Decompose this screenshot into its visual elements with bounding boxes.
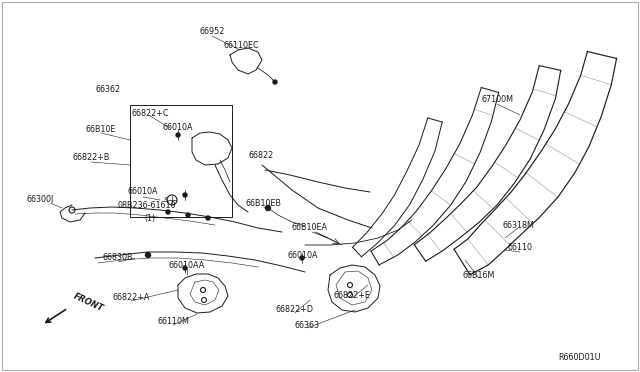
Text: 66B10EA: 66B10EA xyxy=(292,224,328,232)
Text: 66318M: 66318M xyxy=(502,221,534,230)
Text: 66822+A: 66822+A xyxy=(112,294,150,302)
Circle shape xyxy=(273,80,277,84)
Circle shape xyxy=(183,193,187,197)
Text: 66010AA: 66010AA xyxy=(169,260,205,269)
Text: R660D01U: R660D01U xyxy=(559,353,602,362)
Text: 66822+D: 66822+D xyxy=(276,305,314,314)
Text: 66822+C: 66822+C xyxy=(131,109,169,118)
Text: 66110: 66110 xyxy=(508,244,532,253)
Text: FRONT: FRONT xyxy=(72,292,105,314)
Circle shape xyxy=(186,213,190,217)
Bar xyxy=(130,105,232,217)
Text: 66363: 66363 xyxy=(294,321,319,330)
Text: 66830B: 66830B xyxy=(103,253,133,263)
Circle shape xyxy=(266,205,271,211)
Text: 08B236-61610: 08B236-61610 xyxy=(118,201,176,209)
Circle shape xyxy=(145,253,150,257)
Text: 66362: 66362 xyxy=(95,86,120,94)
Text: 66822+B: 66822+B xyxy=(72,154,109,163)
Text: 66010A: 66010A xyxy=(288,250,318,260)
Text: 66B10EB: 66B10EB xyxy=(246,199,282,208)
Text: 67100M: 67100M xyxy=(481,96,513,105)
Text: 66010A: 66010A xyxy=(128,187,158,196)
Text: 66952: 66952 xyxy=(199,28,225,36)
Text: 66822: 66822 xyxy=(248,151,274,160)
Text: 66B10E: 66B10E xyxy=(86,125,116,135)
Text: 66110M: 66110M xyxy=(157,317,189,327)
Circle shape xyxy=(166,210,170,214)
Text: 66300J: 66300J xyxy=(26,196,54,205)
Circle shape xyxy=(176,133,180,137)
Text: 66110EC: 66110EC xyxy=(223,41,259,49)
Circle shape xyxy=(206,216,210,220)
Text: 66822+E: 66822+E xyxy=(333,291,371,299)
Circle shape xyxy=(183,266,187,270)
Text: (1): (1) xyxy=(145,214,156,222)
Text: 66010A: 66010A xyxy=(163,124,193,132)
Circle shape xyxy=(300,256,304,260)
Text: S: S xyxy=(164,197,168,203)
Text: 66B16M: 66B16M xyxy=(463,270,495,279)
